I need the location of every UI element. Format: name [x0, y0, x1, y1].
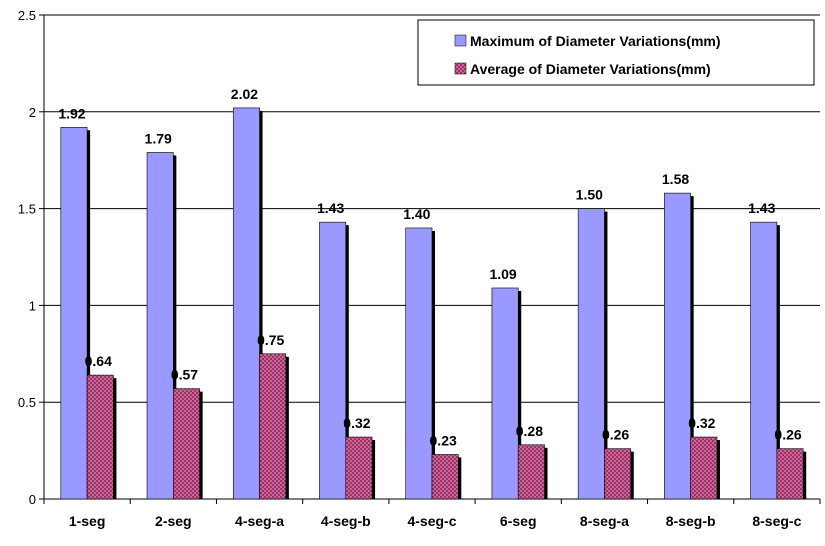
bar-average — [431, 454, 459, 500]
legend-label-max: Maximum of Diameter Variations(mm) — [470, 33, 721, 49]
data-label: 1.58 — [662, 171, 689, 187]
legend: Maximum of Diameter Variations(mm) Avera… — [417, 19, 815, 86]
x-tick-label: 8-seg-a — [580, 513, 629, 529]
bar-maximum — [60, 126, 88, 500]
y-tick-label: 0.5 — [18, 395, 36, 410]
bar-maximum — [405, 227, 433, 500]
x-tick-label: 8-seg-b — [666, 513, 716, 529]
data-label: 1.50 — [576, 187, 603, 203]
x-tick-label: 2-seg — [155, 513, 192, 529]
data-label: 0.28 — [516, 423, 543, 439]
data-label: 1.40 — [403, 206, 430, 222]
data-label: 2.02 — [231, 86, 258, 102]
bar-maximum — [750, 221, 778, 500]
y-tick-label: 2.5 — [18, 8, 36, 23]
x-tick-label: 1-seg — [69, 513, 106, 529]
data-label: 0.23 — [430, 432, 457, 448]
data-label: 1.09 — [489, 266, 516, 282]
data-label: 0.75 — [257, 332, 284, 348]
bar-average — [173, 388, 200, 500]
bar-average — [86, 374, 114, 500]
bar-maximum — [664, 192, 691, 500]
x-tick-label: 4-seg-c — [407, 513, 456, 529]
x-tick-label: 4-seg-a — [235, 513, 284, 529]
legend-label-avg: Average of Diameter Variations(mm) — [470, 61, 711, 77]
data-label: 1.43 — [317, 200, 344, 216]
data-label: 1.92 — [58, 105, 85, 121]
bar-maximum — [577, 208, 605, 500]
bar-average — [604, 448, 632, 500]
data-label: 0.57 — [171, 367, 198, 383]
data-label: 0.32 — [688, 415, 715, 431]
bars — [60, 107, 807, 500]
bar-average — [776, 448, 804, 500]
y-tick-label: 1 — [29, 298, 36, 313]
x-tick-label: 4-seg-b — [321, 513, 371, 529]
data-label: 1.43 — [748, 200, 775, 216]
data-label: 1.79 — [145, 130, 172, 146]
data-label: 0.64 — [85, 353, 112, 369]
y-tick-label: 2 — [29, 105, 36, 120]
bar-maximum — [491, 287, 519, 500]
data-label: 0.26 — [774, 427, 801, 443]
data-label: 0.32 — [343, 415, 370, 431]
bar-average — [259, 353, 287, 500]
bar-maximum — [232, 107, 260, 500]
y-tick-label: 1.5 — [18, 202, 36, 217]
legend-swatch-max — [454, 34, 467, 47]
y-tick-label: 0 — [29, 492, 36, 507]
bar-average — [517, 444, 545, 500]
data-label: 0.26 — [602, 427, 629, 443]
bar-maximum — [146, 152, 174, 500]
x-tick-label: 6-seg — [500, 513, 537, 529]
data-labels: 1.92 1.79 2.02 1.43 1.40 1.09 1.50 1.58 1.43 0.64… — [58, 86, 802, 449]
bar-maximum — [319, 221, 347, 500]
bar-average — [690, 436, 718, 500]
bar-average — [345, 436, 373, 500]
legend-box — [417, 19, 815, 86]
legend-swatch-avg — [454, 62, 467, 75]
x-tick-label: 8-seg-c — [752, 513, 801, 529]
